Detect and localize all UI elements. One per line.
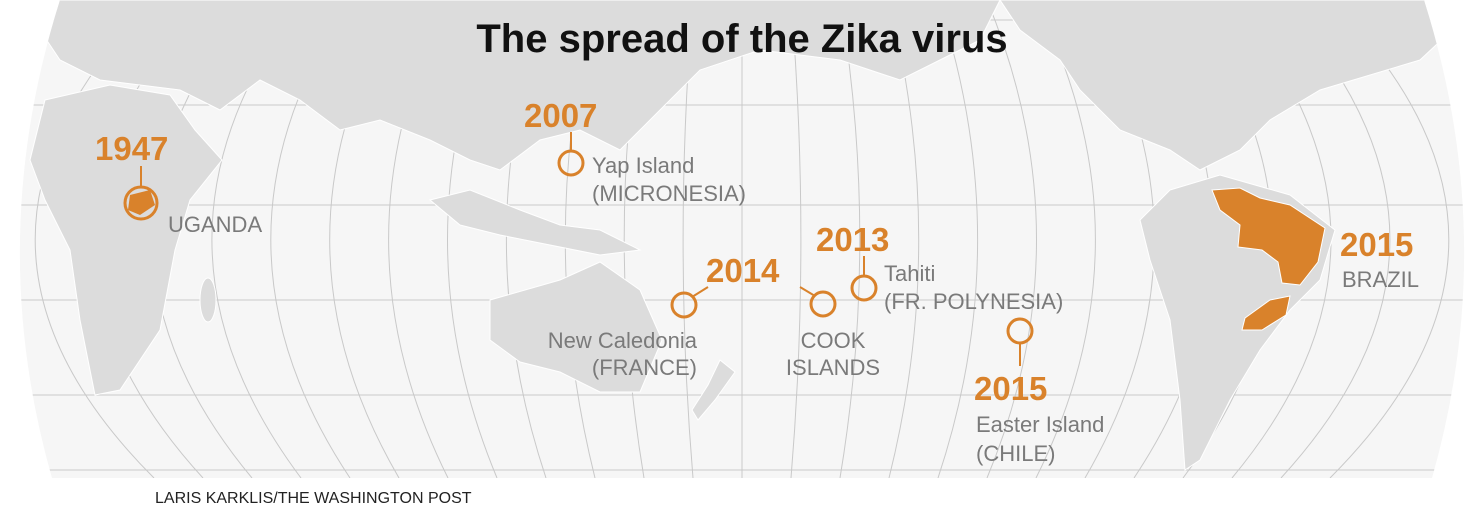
africa: [29, 84, 223, 396]
year: 2007: [524, 97, 597, 134]
title: The spread of the Zika virus: [476, 17, 1007, 61]
graticule-line: [937, 0, 979, 478]
australia: [489, 261, 663, 393]
year: 2014: [706, 252, 780, 289]
marker: [670, 291, 698, 319]
credit: LARIS KARKLIS/THE WASHINGTON POST: [155, 490, 472, 507]
place: COOK: [801, 328, 866, 353]
graticule-line: [839, 0, 861, 478]
year: 1947: [95, 130, 168, 167]
place: Easter Island: [976, 412, 1104, 437]
place-region: (FR. POLYNESIA): [884, 289, 1063, 314]
uganda-shape: [128, 190, 155, 215]
place-region: (CHILE): [976, 441, 1055, 466]
leader: [799, 286, 816, 297]
marker: [557, 149, 585, 177]
place: New Caledonia: [548, 328, 698, 353]
leader: [691, 286, 709, 298]
graticule-line: [986, 0, 1037, 478]
place: ISLANDS: [786, 355, 880, 380]
marker: [123, 185, 159, 221]
place: UGANDA: [168, 212, 262, 237]
place: BRAZIL: [1342, 267, 1419, 292]
graticule-line: [790, 0, 802, 478]
year: 2015: [1340, 226, 1413, 263]
place-region: (FRANCE): [592, 355, 697, 380]
marker: [850, 274, 878, 302]
place-region: (MICRONESIA): [592, 181, 746, 206]
place: Yap Island: [592, 153, 694, 178]
indonesia: [428, 189, 642, 256]
marker: [809, 290, 837, 318]
region: [1211, 187, 1326, 286]
place: Tahiti: [884, 261, 935, 286]
brazil-affected: [1211, 187, 1326, 331]
region: [1241, 295, 1291, 331]
madagascar: [199, 277, 217, 323]
north-america: [999, 0, 1465, 171]
year: 2013: [816, 221, 889, 258]
eurasia: [19, 0, 1001, 171]
new-zealand: [691, 359, 736, 421]
year: 2015: [974, 370, 1047, 407]
